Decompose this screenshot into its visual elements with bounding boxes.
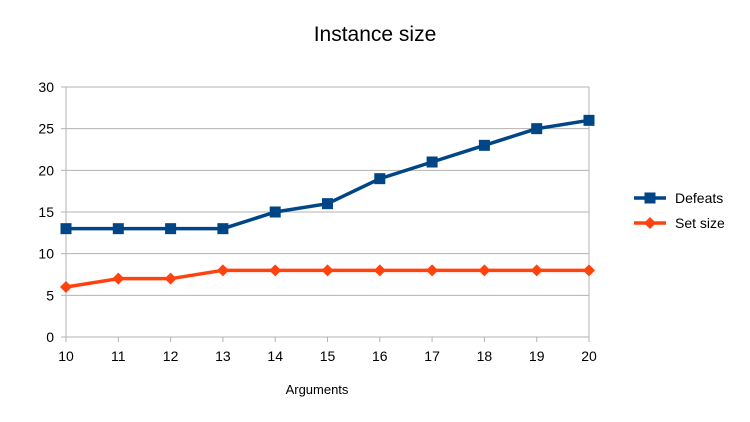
data-point-defeats [583, 114, 595, 126]
x-tick-label: 19 [529, 348, 545, 364]
data-point-defeats [112, 223, 124, 235]
data-point-set-size [583, 264, 595, 277]
data-point-set-size [426, 264, 439, 277]
data-point-defeats [531, 123, 543, 135]
x-tick-label: 20 [581, 348, 597, 364]
y-tick-label: 20 [38, 162, 54, 178]
y-tick-label: 30 [38, 79, 54, 95]
data-point-set-size [478, 264, 491, 277]
y-tick-label: 10 [38, 246, 54, 262]
y-tick-label: 0 [46, 329, 54, 345]
data-point-defeats [426, 156, 438, 168]
legend-item-set-size: Set size [634, 215, 725, 231]
series-set-size [60, 264, 595, 293]
data-point-set-size [373, 264, 386, 277]
data-point-defeats [269, 206, 281, 218]
chart-title: Instance size [314, 23, 437, 46]
x-tick-label: 10 [58, 348, 74, 364]
data-point-set-size [112, 272, 125, 285]
legend-label: Set size [675, 215, 725, 231]
data-point-defeats [60, 223, 72, 235]
data-point-set-size [321, 264, 334, 277]
x-tick-label: 17 [424, 348, 440, 364]
data-point-set-size [269, 264, 282, 277]
data-point-set-size [60, 281, 72, 293]
y-axis: 0 5 10 15 20 25 30 [38, 79, 66, 345]
legend: Defeats Set size [634, 190, 725, 231]
y-tick-label: 25 [38, 121, 54, 137]
gridlines [66, 86, 589, 296]
x-tick-label: 16 [372, 348, 388, 364]
data-point-set-size [216, 264, 229, 277]
data-point-set-size [530, 264, 543, 277]
legend-label: Defeats [675, 190, 723, 206]
series-defeats [60, 114, 595, 235]
legend-item-defeats: Defeats [634, 190, 723, 206]
data-point-defeats [478, 139, 490, 151]
x-axis: 10 11 12 13 14 15 16 17 18 19 20 [58, 337, 597, 364]
y-tick-label: 5 [46, 287, 54, 303]
x-tick-label: 15 [320, 348, 336, 364]
data-point-set-size [164, 272, 177, 285]
x-tick-label: 18 [477, 348, 493, 364]
x-tick-label: 11 [111, 348, 126, 364]
data-point-defeats [322, 198, 333, 210]
legend-marker [644, 217, 656, 229]
x-axis-title: Arguments [286, 382, 349, 397]
x-tick-label: 14 [267, 348, 283, 364]
legend-marker [644, 192, 656, 204]
y-tick-label: 15 [38, 204, 54, 220]
data-point-defeats [217, 223, 229, 235]
data-point-defeats [165, 223, 177, 235]
series-layer [60, 114, 595, 293]
x-tick-label: 12 [163, 348, 179, 364]
x-tick-label: 13 [215, 348, 231, 364]
data-point-defeats [374, 173, 386, 185]
